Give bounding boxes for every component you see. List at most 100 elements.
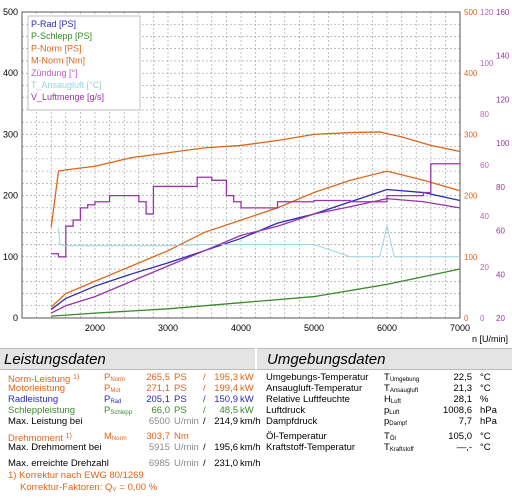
row-label: Max. Leistung bei [8, 416, 83, 427]
legend-entry: P-Norm [PS] [31, 43, 82, 53]
leistung-row: Max. Leistung bei 6500 U/min / 214,9 km/h [8, 416, 261, 427]
y-tick-label: 400 [3, 68, 18, 78]
row-value1: 6500 [148, 416, 170, 427]
right-axis-tick: 120 [496, 95, 510, 104]
row-symbol: PRad [104, 394, 122, 405]
right-axis-tick: 20 [480, 263, 489, 272]
right-axis-tick: 40 [496, 270, 505, 279]
right-axis-tick: 140 [496, 52, 510, 61]
series-p_schlepp [51, 268, 461, 317]
row-value2: 231,0 [214, 458, 238, 469]
legend-entry: P-Rad [PS] [31, 19, 76, 29]
legend-entry: V_Luftmenge [g/s] [31, 92, 104, 102]
right-axis-tick: 160 [496, 8, 510, 17]
footnote-factors-label: Korrektur-Faktoren: Q [20, 482, 113, 493]
row-symbol: pDampf [384, 416, 407, 427]
row-sep: / [203, 405, 206, 416]
series-p_norm [50, 170, 461, 308]
row-sep: / [203, 372, 206, 383]
leistung-row: Drehmoment 1) MNorm 303,7 Nm [8, 431, 253, 444]
symbol-sub: Ansaugluft [389, 388, 419, 394]
row-unit1: PS [174, 383, 187, 394]
x-tick-label: 5000 [304, 323, 324, 333]
right-axis-tick: 100 [496, 139, 510, 148]
series-p_rad [50, 188, 461, 310]
row-value1: 271,1 [146, 383, 170, 394]
row-unit1: PS [174, 394, 187, 405]
row-value: 22,5 [453, 372, 473, 383]
right-axis-tick: 120 [480, 8, 494, 17]
legend-box [27, 15, 141, 111]
right-axis-tick: 0 [480, 314, 485, 323]
row-unit2: km/h [240, 458, 261, 469]
right-axis-tick: 100 [464, 253, 478, 262]
row-value2: 195,6 [214, 442, 238, 453]
row-unit: hPa [480, 405, 497, 416]
row-unit2: kW [240, 394, 254, 405]
row-value2: 214,9 [214, 416, 238, 427]
series-zuendung [51, 161, 461, 258]
footnote-factors-value: = 0,00 % [119, 482, 158, 493]
row-unit2: km/h [240, 416, 261, 427]
series-v_luftmenge [50, 198, 461, 314]
row-sep: / [203, 458, 206, 469]
row-symbol: TAnsaugluft [384, 383, 419, 394]
x-tick-label: 7000 [450, 323, 470, 333]
row-value1: 6985 [148, 458, 170, 469]
leistung-row: Max. erreichte Drehzahl 6985 U/min / 231,0 km… [8, 458, 261, 469]
right-axis-tick: 0 [464, 314, 469, 323]
row-symbol: TUmgebung [384, 372, 420, 383]
symbol-sub: Mot [110, 388, 121, 394]
row-value1: 265,5 [146, 372, 170, 383]
row-value: 1008,6 [442, 405, 472, 416]
row-value1: 66,0 [151, 405, 171, 416]
row-label: Dampfdruck [266, 416, 318, 427]
row-sep: / [203, 442, 206, 453]
x-tick-label: 4000 [231, 323, 251, 333]
row-unit1: PS [174, 372, 187, 383]
row-value1: 205,1 [146, 394, 170, 405]
legend-entry: Zündung [°] [31, 68, 78, 78]
leistung-row: Schleppleistung PSchlepp 66,0 PS / 48,5 kW [8, 405, 254, 416]
row-unit1: U/min [174, 416, 199, 427]
symbol-sub: Umgebung [389, 377, 420, 383]
plot-frame [21, 11, 461, 319]
symbol-sub: Norm [111, 436, 127, 442]
row-value: 7,7 [458, 416, 472, 427]
row-symbol: MNorm [104, 431, 127, 442]
row-unit1: U/min [174, 442, 199, 453]
footnote-correction: 1) Korrektur nach EWG 80/1269 [8, 470, 144, 481]
y-tick-label: 200 [3, 191, 18, 201]
row-label: Schleppleistung [8, 405, 76, 416]
row-sep: / [203, 394, 206, 405]
symbol-sub: Schlepp [110, 410, 133, 416]
row-label: Ansaugluft-Temperatur [266, 383, 363, 394]
row-symbol: PSchlepp [104, 405, 133, 416]
row-unit: °C [480, 442, 491, 453]
footnote-factors: Korrektur-Faktoren: QV = 0,00 % [20, 482, 157, 493]
row-value2: 195,3 [214, 372, 238, 383]
row-label: Radleistung [8, 394, 59, 405]
leistung-row: Max. Drehmoment bei 5915 U/min / 195,6 km/h [8, 442, 261, 453]
symbol-sub: Öl [389, 436, 396, 442]
x-tick-label: 2000 [85, 323, 105, 333]
row-unit1: PS [174, 405, 187, 416]
right-axis-tick: 400 [464, 69, 478, 78]
row-unit: °C [480, 372, 491, 383]
row-unit: hPa [480, 416, 497, 427]
row-label: Max. Drehmoment bei [8, 442, 102, 453]
row-symbol: HLuft [384, 394, 401, 405]
right-axis-tick: 80 [496, 183, 505, 192]
row-value: 28,1 [453, 394, 473, 405]
series-t_ansaugluft [58, 226, 460, 258]
symbol-sub: Luft [389, 410, 400, 416]
y-tick-label: 100 [3, 252, 18, 262]
umgebung-row: Luftdruck pLuft 1008,6 hPa [266, 405, 510, 416]
footnote-mark: 1) [72, 374, 80, 381]
x-axis-label: n [U/min] [472, 334, 508, 344]
right-axis-tick: 20 [496, 314, 505, 323]
row-unit2: kW [240, 372, 254, 383]
y-tick-label: 300 [3, 129, 18, 139]
row-symbol: PMot [104, 383, 121, 394]
